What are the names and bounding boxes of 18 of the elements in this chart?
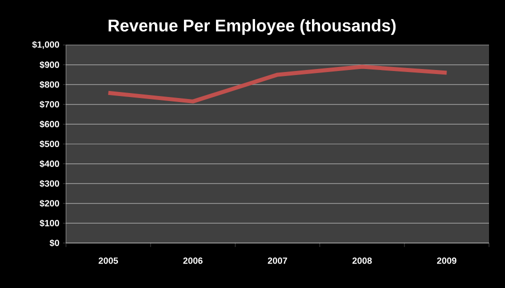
y-tick-label: $1,000 <box>32 40 60 50</box>
y-tick-label: $700 <box>40 100 60 108</box>
line-series <box>106 64 449 104</box>
x-tick-label: 2007 <box>268 258 288 264</box>
x-tick-label: 2009 <box>437 258 456 264</box>
y-tick-label: $600 <box>40 120 60 128</box>
x-tick-label: 2006 <box>183 258 203 264</box>
y-tick-label: $200 <box>40 200 60 208</box>
x-tick-label: 2005 <box>98 258 118 264</box>
y-tick-label: $500 <box>40 140 60 148</box>
y-tick-label: $900 <box>40 61 60 68</box>
x-tick-label: 2008 <box>352 258 372 264</box>
y-tick-label: $0 <box>50 239 60 247</box>
y-tick-label: $400 <box>40 160 60 168</box>
chart-title: Revenue Per Employee (thousands) <box>108 19 396 35</box>
y-tick-label: $100 <box>40 220 60 227</box>
y-tick-label: $300 <box>40 180 60 188</box>
y-tick-label: $800 <box>40 80 60 88</box>
